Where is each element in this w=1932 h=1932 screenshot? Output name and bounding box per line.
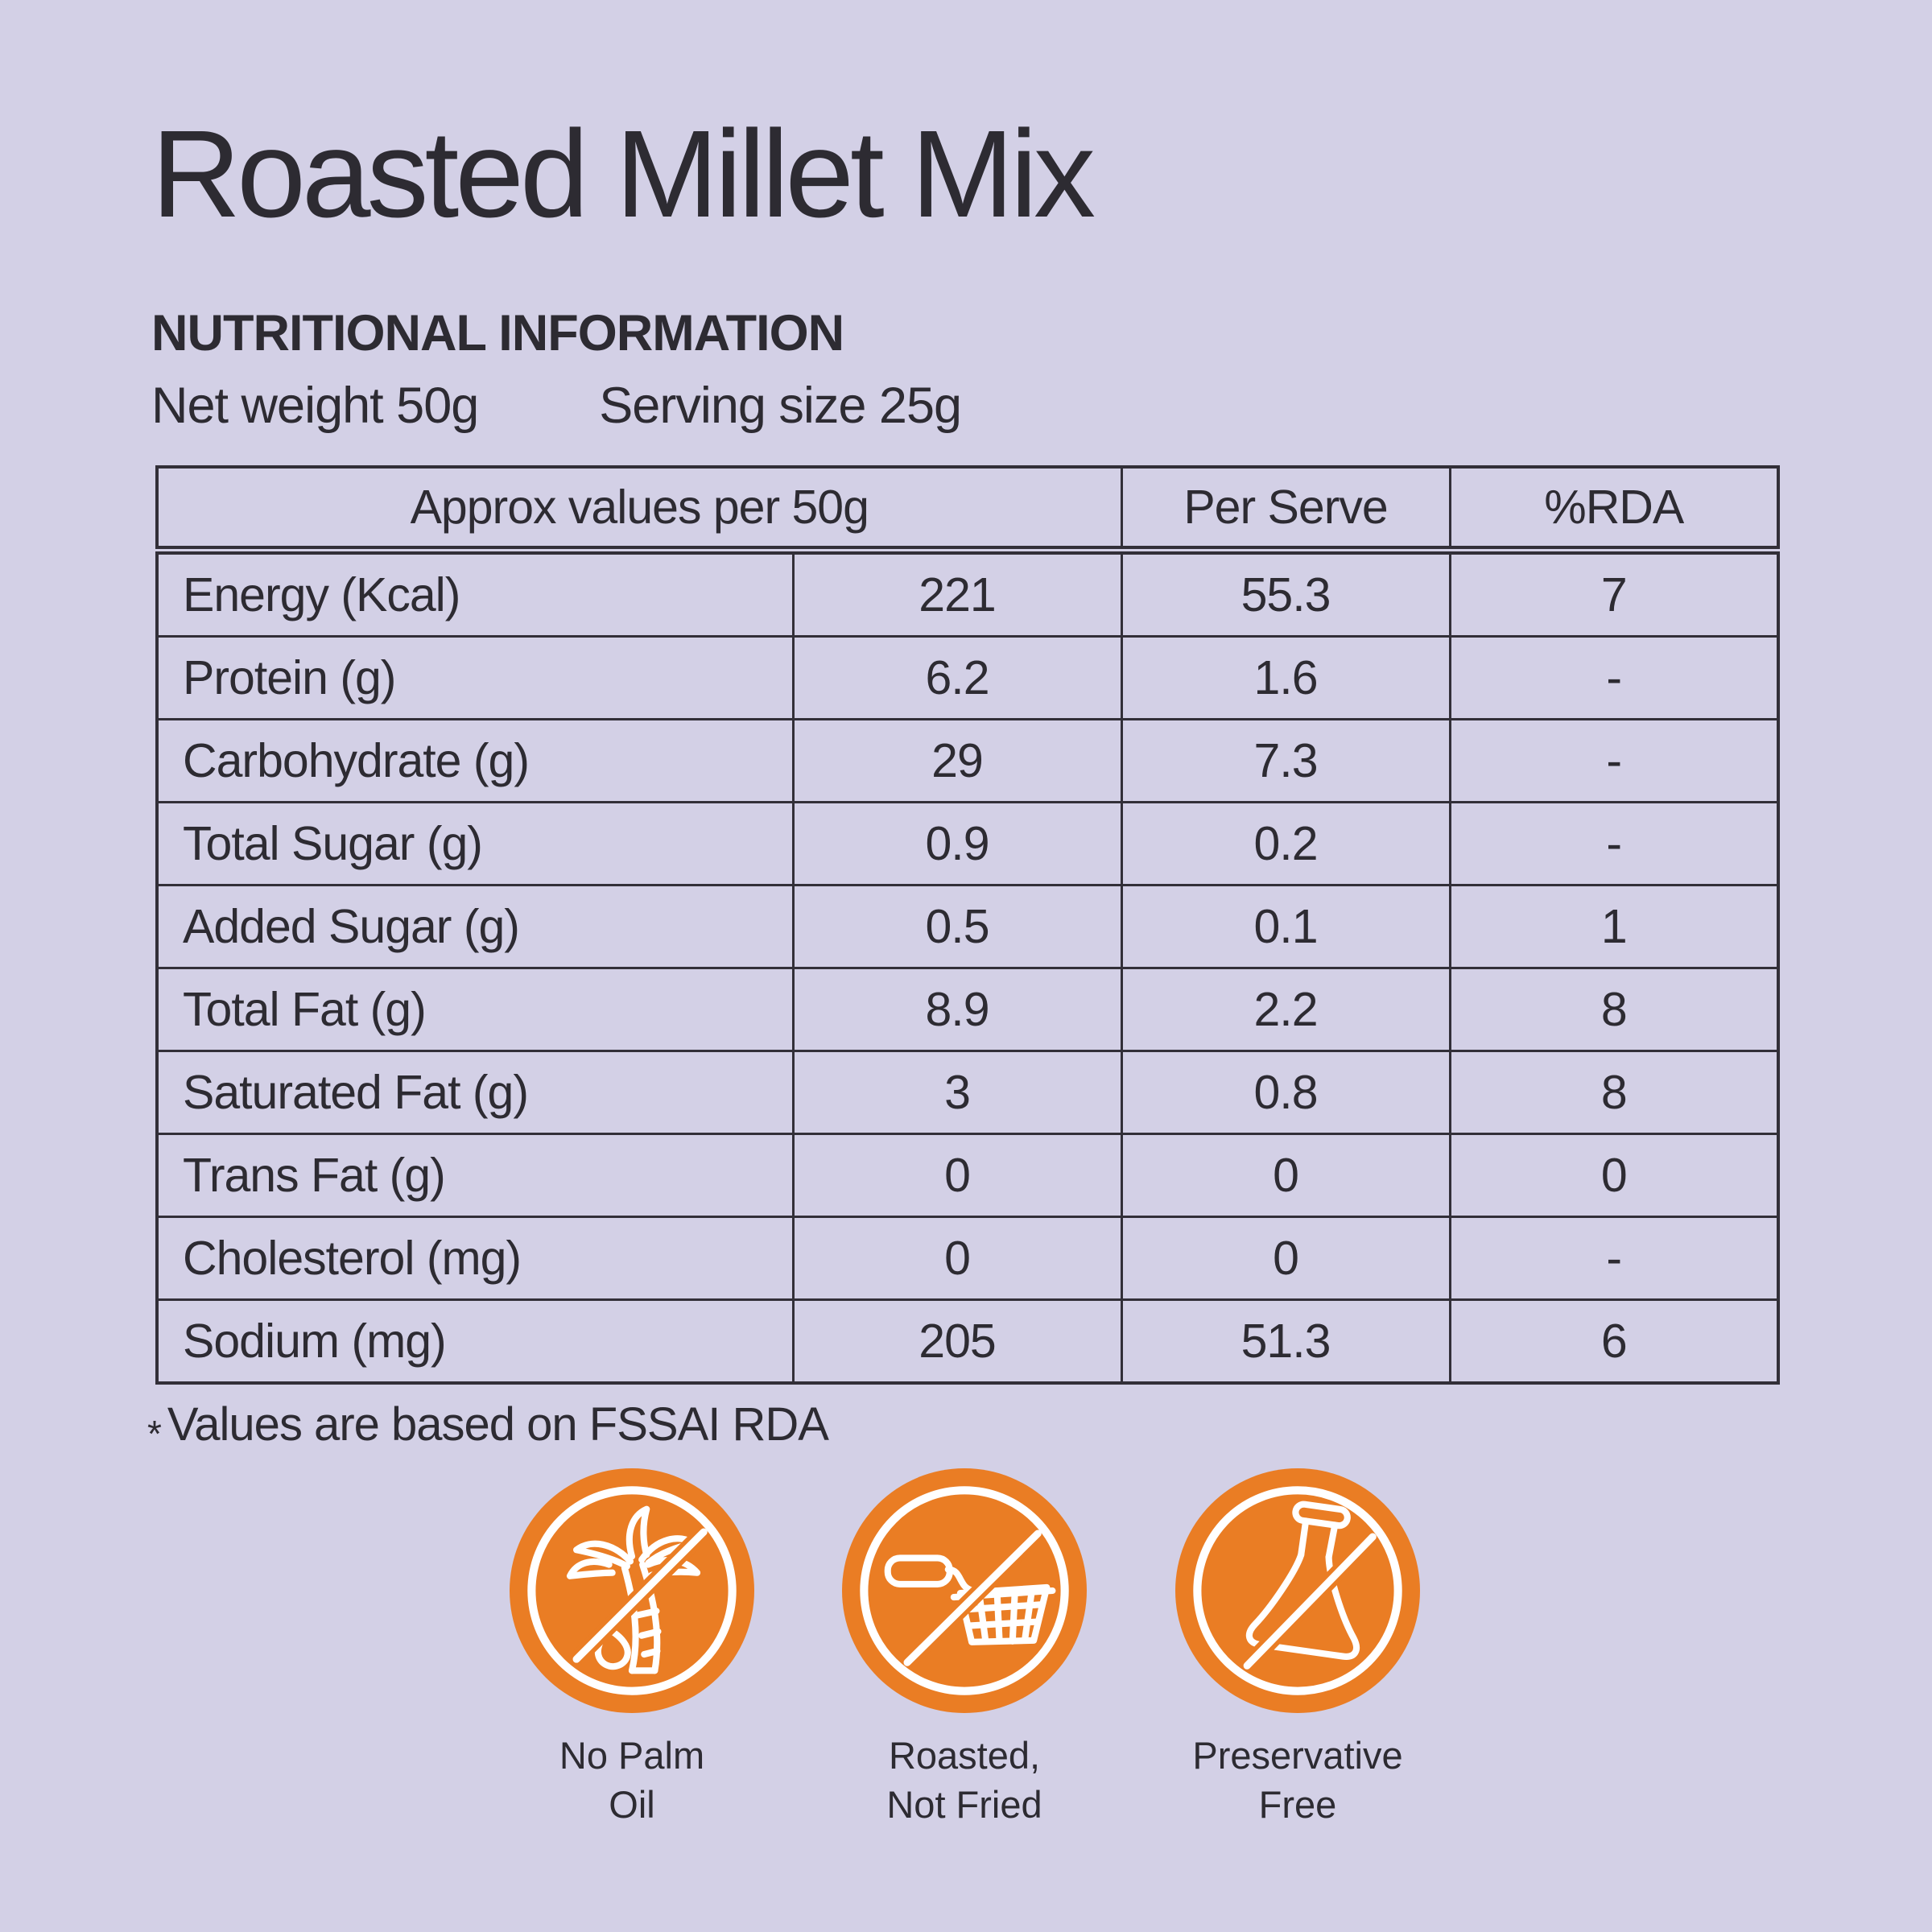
badge-caption-line2: Not Fried xyxy=(886,1783,1042,1826)
badge-caption: No Palm Oil xyxy=(559,1731,704,1829)
value-rda: 8 xyxy=(1448,967,1780,1052)
value-per-50g: 3 xyxy=(791,1050,1123,1135)
value-rda: - xyxy=(1448,1216,1780,1301)
nutrient-name: Trans Fat (g) xyxy=(155,1133,795,1218)
nutrient-name: Sodium (mg) xyxy=(155,1298,795,1385)
value-rda: - xyxy=(1448,801,1780,886)
value-per-serve: 0.1 xyxy=(1120,884,1451,969)
table-header-row: Approx values per 50g Per Serve %RDA xyxy=(155,465,1780,555)
value-per-50g: 0 xyxy=(791,1216,1123,1301)
nutrition-table: Approx values per 50g Per Serve %RDA Ene… xyxy=(155,465,1780,1385)
nutrient-name: Protein (g) xyxy=(155,635,795,720)
badge-caption-line1: Preservative xyxy=(1192,1734,1403,1777)
badge-caption: Preservative Free xyxy=(1192,1731,1402,1829)
value-rda: 7 xyxy=(1448,549,1780,638)
value-rda: 8 xyxy=(1448,1050,1780,1135)
badge-caption-line2: Oil xyxy=(609,1783,655,1826)
value-rda: - xyxy=(1448,718,1780,803)
value-per-50g: 29 xyxy=(791,718,1123,803)
value-rda: 1 xyxy=(1448,884,1780,969)
badge-preservative-free: Preservative Free xyxy=(1121,1468,1475,1829)
value-per-serve: 0 xyxy=(1120,1133,1451,1218)
value-rda: 6 xyxy=(1448,1298,1780,1385)
value-per-serve: 0.8 xyxy=(1120,1050,1451,1135)
table-row: Saturated Fat (g) 3 0.8 8 xyxy=(155,1050,1780,1135)
table-row: Sodium (mg) 205 51.3 6 xyxy=(155,1298,1780,1385)
nutrient-name: Saturated Fat (g) xyxy=(155,1050,795,1135)
nutrient-name: Cholesterol (mg) xyxy=(155,1216,795,1301)
no-palm-oil-icon xyxy=(510,1468,754,1713)
value-per-serve: 7.3 xyxy=(1120,718,1451,803)
table-row: Carbohydrate (g) 29 7.3 - xyxy=(155,718,1780,803)
preservative-free-icon xyxy=(1175,1468,1420,1713)
badge-caption: Roasted, Not Fried xyxy=(886,1731,1042,1829)
badge-caption-line2: Free xyxy=(1258,1783,1337,1826)
page-title: Roasted Millet Mix xyxy=(151,105,1096,243)
footnote-text: Values are based on FSSAI RDA xyxy=(167,1398,829,1451)
roasted-not-fried-icon xyxy=(842,1468,1087,1713)
footnote-asterisk: * xyxy=(147,1413,162,1455)
value-rda: - xyxy=(1448,635,1780,720)
value-per-serve: 51.3 xyxy=(1120,1298,1451,1385)
badge-caption-line1: No Palm xyxy=(559,1734,705,1777)
table-row: Cholesterol (mg) 0 0 - xyxy=(155,1216,1780,1301)
value-per-50g: 221 xyxy=(791,549,1123,638)
table-row: Energy (Kcal) 221 55.3 7 xyxy=(155,549,1780,638)
badge-no-palm-oil: No Palm Oil xyxy=(455,1468,809,1829)
value-per-50g: 6.2 xyxy=(791,635,1123,720)
value-per-50g: 8.9 xyxy=(791,967,1123,1052)
nutrient-name: Carbohydrate (g) xyxy=(155,718,795,803)
col-header-approx-values: Approx values per 50g xyxy=(155,465,1123,555)
nutrient-name: Total Fat (g) xyxy=(155,967,795,1052)
value-per-serve: 0 xyxy=(1120,1216,1451,1301)
table-row: Added Sugar (g) 0.5 0.1 1 xyxy=(155,884,1780,969)
col-header-rda: %RDA xyxy=(1448,465,1780,555)
value-rda: 0 xyxy=(1448,1133,1780,1218)
badge-caption-line1: Roasted, xyxy=(888,1734,1041,1777)
table-row: Protein (g) 6.2 1.6 - xyxy=(155,635,1780,720)
nutrient-name: Energy (Kcal) xyxy=(155,549,795,638)
value-per-50g: 0.9 xyxy=(791,801,1123,886)
col-header-per-serve: Per Serve xyxy=(1120,465,1451,555)
value-per-serve: 2.2 xyxy=(1120,967,1451,1052)
value-per-50g: 0 xyxy=(791,1133,1123,1218)
weights-line: Net weight 50g Serving size 25g xyxy=(151,377,962,435)
nutrient-name: Added Sugar (g) xyxy=(155,884,795,969)
value-per-serve: 1.6 xyxy=(1120,635,1451,720)
net-weight-label: Net weight 50g xyxy=(151,378,479,434)
table-row: Trans Fat (g) 0 0 0 xyxy=(155,1133,1780,1218)
value-per-serve: 55.3 xyxy=(1120,549,1451,638)
table-row: Total Sugar (g) 0.9 0.2 - xyxy=(155,801,1780,886)
footnote: * Values are based on FSSAI RDA xyxy=(147,1397,829,1455)
badge-roasted-not-fried: Roasted, Not Fried xyxy=(787,1468,1141,1829)
value-per-serve: 0.2 xyxy=(1120,801,1451,886)
table-row: Total Fat (g) 8.9 2.2 8 xyxy=(155,967,1780,1052)
serving-size-label: Serving size 25g xyxy=(599,378,962,434)
section-heading: NUTRITIONAL INFORMATION xyxy=(151,305,844,361)
value-per-50g: 0.5 xyxy=(791,884,1123,969)
nutrient-name: Total Sugar (g) xyxy=(155,801,795,886)
value-per-50g: 205 xyxy=(791,1298,1123,1385)
